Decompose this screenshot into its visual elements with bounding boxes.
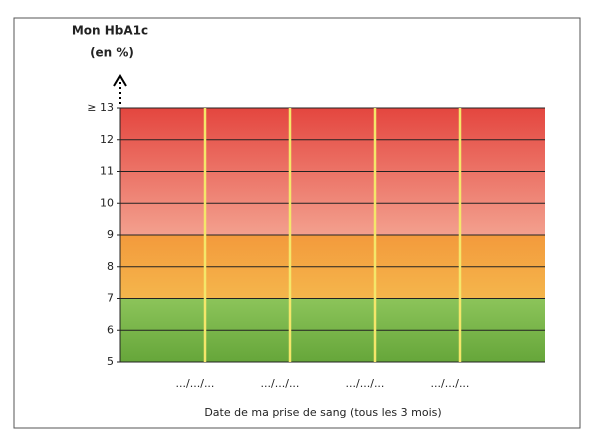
x-tick-label: .../.../... (346, 377, 385, 390)
y-tick-label: ≥ 13 (87, 101, 114, 114)
frame (13, 17, 581, 429)
y-tick-label: 12 (100, 133, 114, 146)
y-tick-label: 11 (100, 165, 114, 178)
x-axis-label: Date de ma prise de sang (tous les 3 moi… (204, 406, 441, 419)
y-tick-label: 5 (107, 355, 114, 368)
axis-arrowhead (113, 74, 127, 87)
chart-title: Mon HbA1c (72, 24, 148, 38)
chart-subtitle: (en %) (90, 46, 134, 60)
x-tick-label: .../.../... (431, 377, 470, 390)
x-tick-label: .../.../... (261, 377, 300, 390)
y-tick-label: 6 (107, 323, 114, 336)
y-tick-label: 10 (100, 196, 114, 209)
y-tick-label: 8 (107, 260, 114, 273)
x-tick-label: .../.../... (176, 377, 215, 390)
y-tick-label: 9 (107, 228, 114, 241)
y-tick-label: 7 (107, 292, 114, 305)
